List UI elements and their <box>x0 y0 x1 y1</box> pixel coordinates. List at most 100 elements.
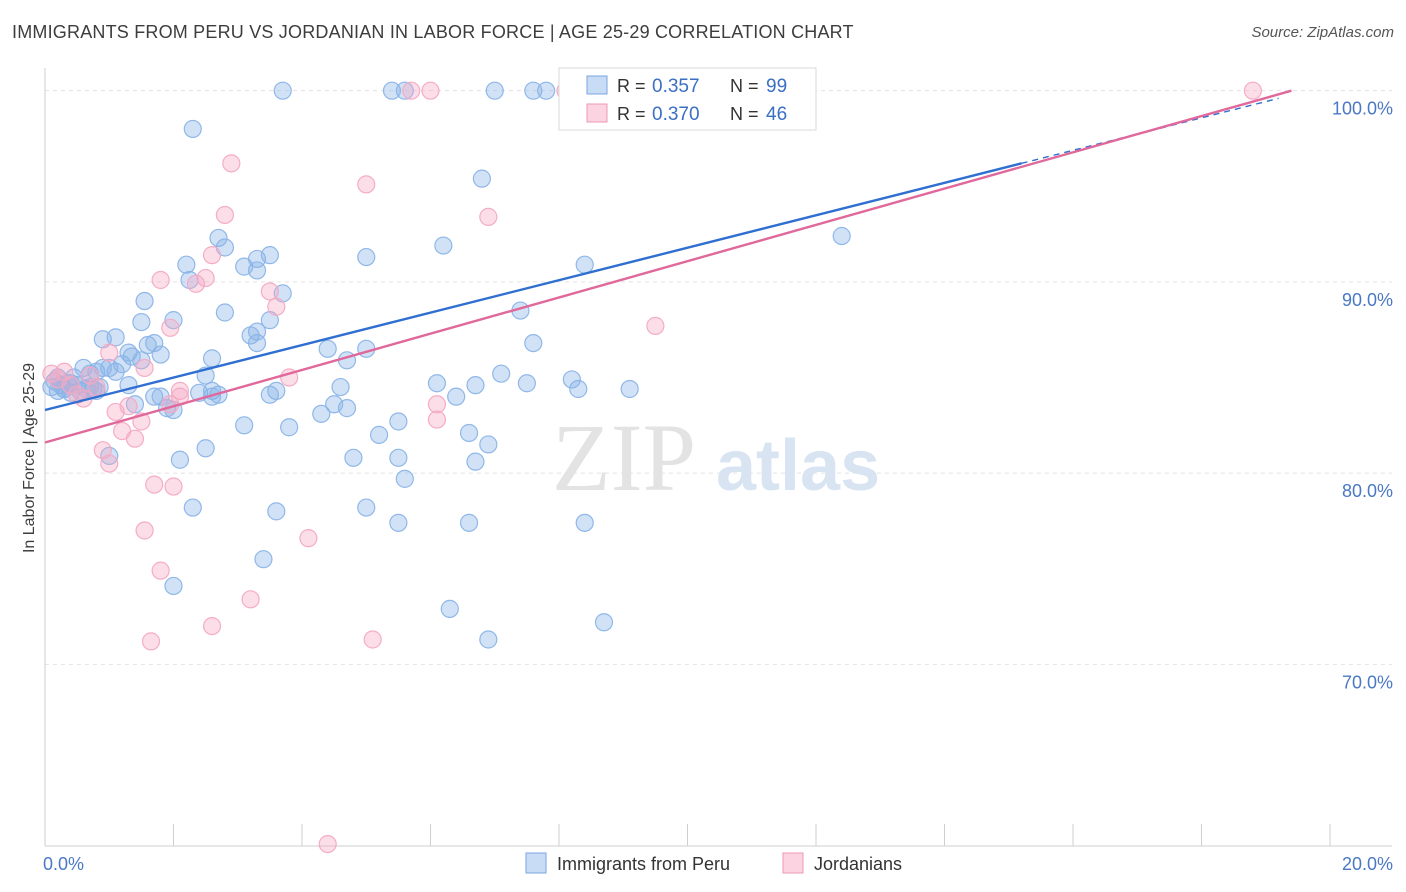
point-peru-98 <box>466 452 485 471</box>
point-peru-95 <box>389 513 408 532</box>
stats-swatch-jordanians <box>586 103 608 123</box>
point-peru-116 <box>247 261 267 280</box>
point-peru-113 <box>472 169 491 188</box>
y-tick-label-1: 80.0% <box>1342 481 1393 501</box>
stats-n-label-jordanians: N = <box>730 104 759 124</box>
point-peru-115 <box>357 247 376 267</box>
point-peru-33 <box>119 343 138 362</box>
x-tick-labels: 0.0% 20.0% <box>43 854 1393 874</box>
watermark-zip: ZIP <box>552 404 696 511</box>
point-peru-36 <box>132 312 151 332</box>
point-peru-109 <box>164 576 183 596</box>
point-peru-87 <box>479 435 498 454</box>
stats-n-value-jordanians: 46 <box>766 104 787 125</box>
point-peru-61 <box>485 81 504 100</box>
point-peru-48 <box>135 291 154 311</box>
y-tick-label-2: 90.0% <box>1342 290 1393 310</box>
point-jordanians-36 <box>1243 81 1263 100</box>
point-jordanians-43 <box>151 561 170 580</box>
point-peru-89 <box>196 439 215 458</box>
legend-swatch-jordanians <box>782 852 804 874</box>
point-jordanians-31 <box>222 154 241 173</box>
point-peru-107 <box>832 226 851 246</box>
point-peru-75 <box>524 333 543 353</box>
point-peru-49 <box>177 255 196 274</box>
legend-label-peru: Immigrants from Peru <box>557 854 730 874</box>
point-peru-69 <box>318 339 337 358</box>
point-peru-93 <box>267 502 286 521</box>
point-jordanians-27 <box>260 282 279 301</box>
trend-line-jordanians <box>44 89 1292 444</box>
point-peru-102 <box>562 370 581 389</box>
point-peru-79 <box>280 418 299 437</box>
point-peru-112 <box>594 613 614 632</box>
point-peru-74 <box>466 376 485 395</box>
point-peru-96 <box>395 469 414 488</box>
stats-n-label-peru: N = <box>730 76 759 96</box>
point-peru-94 <box>357 498 376 517</box>
point-jordanians-45 <box>241 590 260 609</box>
point-jordanians-25 <box>151 270 170 290</box>
trend-lines <box>44 89 1292 444</box>
y-tick-label-0: 70.0% <box>1342 672 1393 692</box>
point-jordanians-15 <box>100 454 119 473</box>
point-jordanians-34 <box>421 81 440 100</box>
point-peru-77 <box>447 387 466 406</box>
stats-r-label-jordanians: R = <box>617 104 646 124</box>
point-jordanians-26 <box>215 205 234 225</box>
point-peru-86 <box>459 423 479 443</box>
point-peru-100 <box>492 364 511 383</box>
point-peru-76 <box>517 374 536 393</box>
point-jordanians-30 <box>170 381 190 400</box>
point-jordanians-3 <box>61 376 80 395</box>
point-jordanians-44 <box>202 616 222 636</box>
point-jordanians-18 <box>135 358 154 378</box>
point-peru-114 <box>434 236 453 255</box>
point-peru-70 <box>337 351 357 370</box>
point-peru-26 <box>145 387 164 406</box>
point-peru-59 <box>382 81 402 100</box>
point-jordanians-33 <box>402 81 421 100</box>
point-jordanians-38 <box>427 395 447 414</box>
point-peru-58 <box>273 81 292 100</box>
point-jordanians-24 <box>202 246 222 265</box>
point-peru-73 <box>427 374 447 393</box>
point-peru-88 <box>235 416 254 435</box>
point-peru-63 <box>537 81 556 100</box>
y-tick-label-3: 100.0% <box>1332 99 1393 119</box>
point-peru-22 <box>112 355 132 374</box>
point-jordanians-48 <box>318 834 337 854</box>
point-peru-39 <box>151 345 170 364</box>
point-peru-106 <box>620 379 639 399</box>
point-peru-46 <box>202 349 222 368</box>
point-peru-103 <box>575 513 594 532</box>
point-peru-27 <box>151 387 170 406</box>
point-peru-111 <box>479 630 498 649</box>
point-jordanians-28 <box>267 297 286 316</box>
legend-swatch-peru <box>525 852 547 874</box>
point-peru-38 <box>145 333 164 353</box>
stats-r-value-jordanians: 0.370 <box>652 104 700 125</box>
point-peru-82 <box>337 399 357 418</box>
point-peru-99 <box>569 379 588 399</box>
point-peru-83 <box>344 448 363 467</box>
point-peru-56 <box>209 228 228 248</box>
gridlines <box>45 90 1392 665</box>
point-peru-85 <box>389 412 408 431</box>
point-peru-64 <box>215 303 234 322</box>
point-peru-84 <box>370 425 389 444</box>
axes <box>44 68 1392 847</box>
trend-line-peru <box>44 162 1022 412</box>
legend: Immigrants from Peru Jordanians <box>525 852 902 874</box>
point-peru-68 <box>247 333 267 353</box>
point-jordanians-40 <box>646 316 665 335</box>
point-jordanians-37 <box>479 207 498 226</box>
point-jordanians-21 <box>161 318 180 337</box>
point-peru-60 <box>395 81 414 100</box>
point-peru-53 <box>260 246 279 265</box>
point-jordanians-46 <box>141 632 161 651</box>
point-jordanians-23 <box>196 268 215 288</box>
point-peru-78 <box>260 385 279 404</box>
watermark-atlas: atlas <box>716 426 880 506</box>
stats-r-label-peru: R = <box>617 76 646 96</box>
